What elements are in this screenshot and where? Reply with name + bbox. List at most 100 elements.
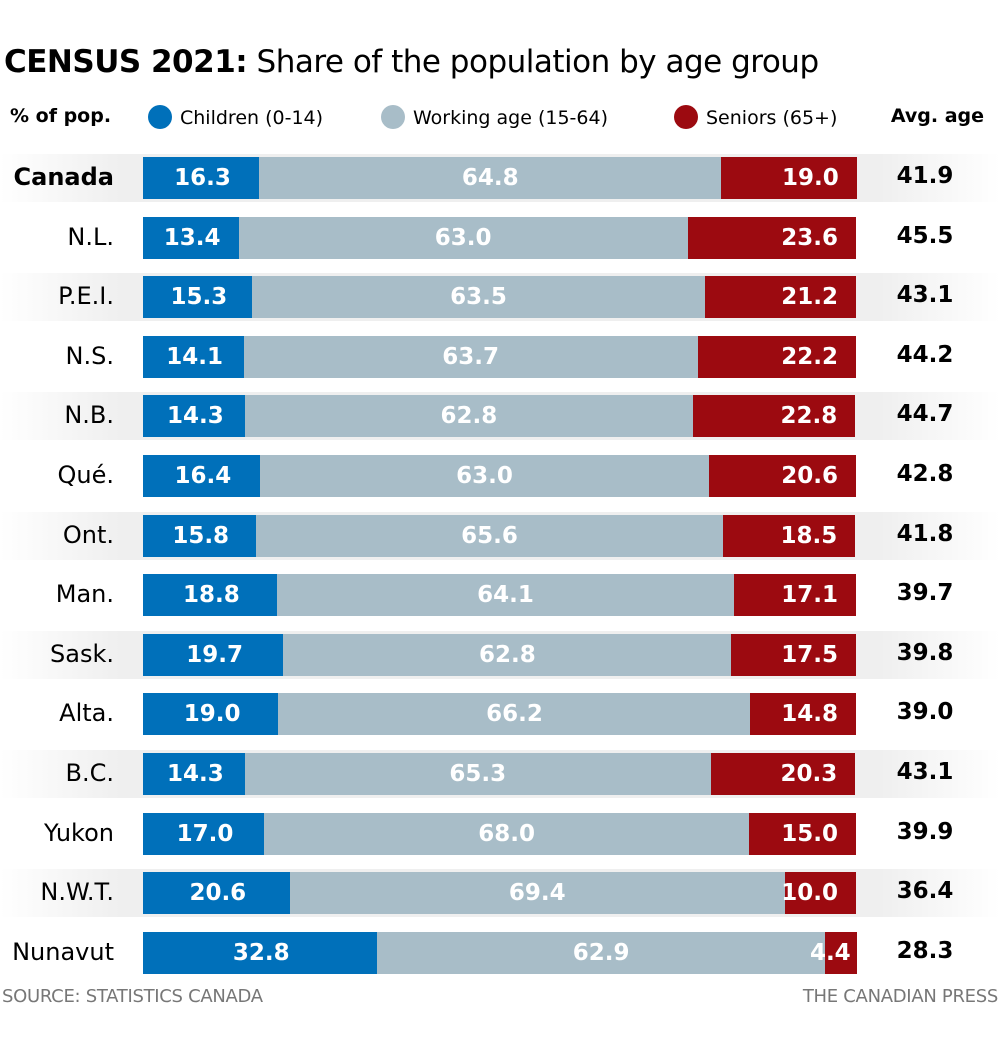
segment-seniors-65: 22.8 [692,395,856,438]
bar-n-l: 13.4 63.0 23.6 [143,216,856,259]
category-label-b-c: B.C. [65,759,114,787]
legend-item-children: Children (0-14) [148,105,323,129]
value-label: 10.0 [781,880,838,907]
segment-seniors-65: 10.0 [781,872,856,915]
value-label: 23.6 [781,224,838,251]
segment-children-0-14: 18.8 [143,574,278,617]
segment-working-age-15-64: 62.8 [283,633,732,676]
bar-alta: 19.0 66.2 14.8 [143,693,856,736]
bar-ont: 15.8 65.6 18.5 [143,514,856,557]
segment-seniors-65: 17.5 [731,633,856,676]
source-note: SOURCE: STATISTICS CANADA [2,986,263,1007]
segment-children-0-14: 17.0 [143,812,265,855]
legend-label: Seniors (65+) [706,107,838,129]
segment-children-0-14: 15.3 [143,276,253,319]
category-label-n-w-t: N.W.T. [40,878,114,907]
value-label: 63.0 [456,463,513,489]
value-label: 22.2 [781,343,838,370]
avg-age-header: Avg. age [890,105,984,127]
value-label: 19.0 [183,701,241,728]
value-label: 18.8 [183,582,240,609]
value-label: 15.0 [781,820,838,847]
segment-seniors-65: 20.3 [710,753,856,795]
legend-item-working-age: Working age (15-64) [381,105,608,129]
category-label-yukon: Yukon [43,818,114,847]
segment-working-age-15-64: 69.4 [289,872,785,915]
unit-label: % of pop. [10,105,112,127]
segment-seniors-65: 21.2 [704,276,856,319]
value-label: 32.8 [232,939,290,966]
value-label: 68.0 [478,820,535,847]
segment-seniors-65: 19.0 [721,157,857,199]
avg-age-value: 39.9 [896,818,954,845]
avg-age-value: 45.5 [896,222,954,249]
bar-qu: 16.4 63.0 20.6 [143,455,856,497]
segment-working-age-15-64: 63.0 [238,216,688,259]
value-label: 20.6 [781,463,838,489]
value-label: 64.1 [477,582,534,609]
children-dot-icon [148,105,172,129]
value-label: 14.3 [166,403,224,430]
credit-note: THE CANADIAN PRESS [802,986,998,1007]
segment-seniors-65: 15.0 [749,812,856,855]
value-label: 13.4 [163,224,221,251]
seniors-dot-icon [674,105,698,129]
bar-b-c: 14.3 65.3 20.3 [143,753,856,795]
segment-working-age-15-64: 64.1 [277,574,735,617]
category-label-n-s: N.S. [65,341,114,370]
segment-working-age-15-64: 63.0 [259,455,710,497]
segment-children-0-14: 13.4 [143,216,239,259]
value-label: 4.4 [809,939,851,966]
value-label: 21.2 [781,284,838,311]
value-label: 18.5 [780,522,838,549]
value-label: 62.8 [440,403,498,430]
avg-age-value: 39.8 [896,639,954,666]
avg-age-value: 36.4 [896,878,954,905]
segment-children-0-14: 16.4 [143,455,260,497]
category-label-n-l: N.L. [67,222,114,251]
segment-children-0-14: 20.6 [143,872,290,915]
value-label: 16.4 [174,463,232,489]
value-label: 20.3 [780,761,838,787]
value-label: 16.3 [174,165,231,191]
bar-sask: 19.7 62.8 17.5 [143,633,856,676]
segment-seniors-65: 18.5 [723,514,856,557]
category-label-n-b: N.B. [64,401,114,430]
value-label: 22.8 [780,403,838,430]
segment-working-age-15-64: 66.2 [278,693,751,736]
avg-age-value: 43.1 [896,282,954,309]
segment-seniors-65: 22.2 [697,335,856,378]
segment-children-0-14: 14.1 [143,335,244,378]
title-bold: CENSUS 2021: [4,44,248,80]
segment-children-0-14: 32.8 [143,931,377,974]
value-label: 15.8 [172,522,230,549]
legend-label: Working age (15-64) [413,107,609,129]
segment-children-0-14: 19.0 [143,693,279,736]
value-label: 14.3 [166,761,224,787]
value-label: 20.6 [189,880,247,907]
segment-seniors-65: 23.6 [687,216,856,259]
bar-n-w-t: 20.6 69.4 10.0 [143,872,856,915]
avg-age-value: 44.2 [896,341,954,368]
value-label: 66.2 [486,701,543,728]
avg-age-value: 39.0 [896,699,954,726]
segment-seniors-65: 20.6 [709,455,856,497]
segment-children-0-14: 16.3 [143,157,260,199]
value-label: 62.8 [478,641,536,668]
category-label-nunavut: Nunavut [12,937,114,966]
value-label: 65.3 [449,761,507,787]
avg-age-value: 39.7 [896,580,954,607]
category-label-ont: Ont. [62,520,114,549]
avg-age-value: 41.8 [896,520,954,547]
segment-working-age-15-64: 64.8 [259,157,722,199]
title-rest: Share of the population by age group [247,44,820,80]
value-label: 63.7 [442,343,499,370]
avg-age-value: 41.9 [896,163,954,189]
value-label: 63.0 [434,224,492,251]
working-age-dot-icon [381,105,405,129]
avg-age-value: 43.1 [896,759,954,785]
segment-seniors-65: 14.8 [750,693,856,736]
category-label-alta: Alta. [59,699,114,728]
value-label: 19.7 [186,641,243,668]
legend-item-seniors: Seniors (65+) [674,105,837,129]
